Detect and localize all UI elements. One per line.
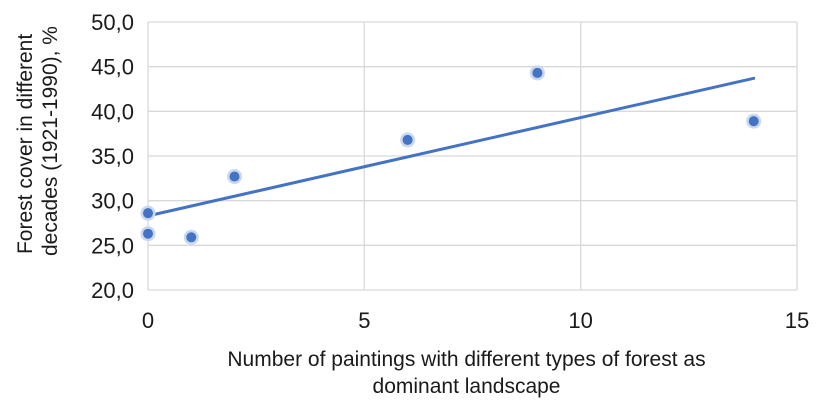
x-tick-labels: 0 5 10 15 (142, 308, 809, 333)
data-point-marker (186, 232, 197, 243)
trendline (146, 76, 756, 218)
grid-layer (147, 21, 798, 291)
data-point (400, 132, 416, 148)
x-tick-label: 15 (785, 308, 809, 333)
y-tick-label: 20,0 (91, 278, 134, 303)
x-axis-title-line-2: dominant landscape (373, 375, 561, 398)
data-point (227, 169, 243, 185)
y-tick-label: 50,0 (91, 10, 134, 35)
y-axis-title: Forest cover in different decades (1921-… (14, 26, 62, 256)
y-tick-labels: 20,0 25,0 30,0 35,0 40,0 45,0 50,0 (91, 10, 134, 303)
data-point-marker (748, 116, 759, 127)
trendline-layer (146, 76, 756, 218)
y-tick-label: 25,0 (91, 233, 134, 258)
points-layer (140, 65, 762, 245)
y-tick-label: 30,0 (91, 189, 134, 214)
x-tick-label: 0 (142, 308, 154, 333)
y-tick-label: 45,0 (91, 55, 134, 80)
data-point (140, 205, 156, 221)
data-point-marker (143, 208, 153, 219)
data-point (140, 226, 156, 242)
y-axis-title-line-1: Forest cover in different (14, 34, 37, 254)
x-tick-label: 10 (568, 308, 592, 333)
x-tick-label: 5 (358, 308, 370, 333)
data-point-marker (402, 134, 413, 145)
y-tick-label: 35,0 (91, 144, 134, 169)
data-point (183, 229, 199, 245)
y-axis-title-line-2: decades (1921-1990), % (39, 26, 62, 256)
data-point-marker (229, 171, 240, 182)
data-point (746, 113, 762, 129)
data-point (529, 65, 545, 81)
y-tick-label: 40,0 (91, 99, 134, 124)
data-point-marker (532, 67, 543, 78)
x-axis-title-line-1: Number of paintings with different types… (227, 348, 705, 371)
data-point-marker (143, 228, 153, 239)
